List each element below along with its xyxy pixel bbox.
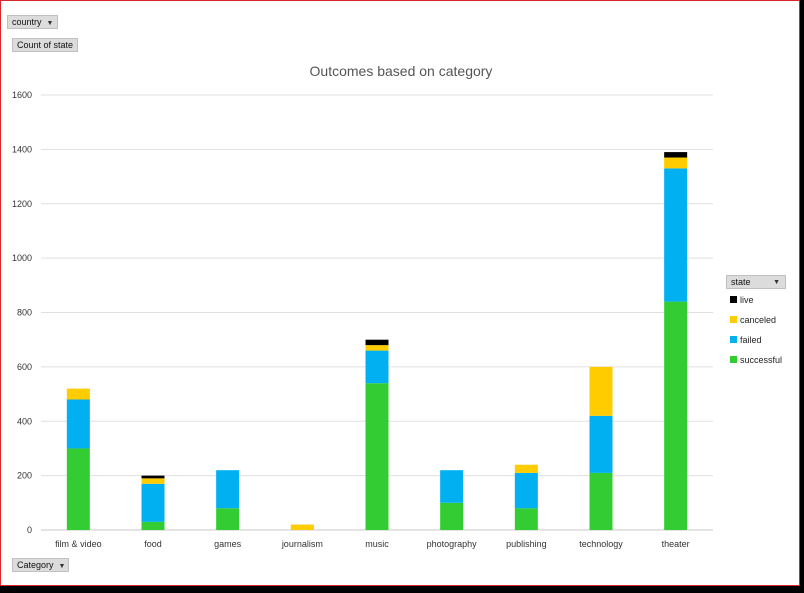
bar-segment-successful (216, 508, 240, 530)
x-tick-label: film & video (55, 539, 102, 549)
legend-item-canceled: canceled (730, 315, 776, 325)
bar-segment-canceled (365, 345, 389, 351)
bar-segment-canceled (514, 464, 538, 473)
legend-item-live: live (730, 295, 754, 305)
bar-segment-successful (141, 521, 165, 530)
y-tick-label: 0 (27, 525, 32, 535)
legend-label: failed (740, 335, 762, 345)
legend-swatch (730, 356, 737, 363)
y-tick-label: 200 (17, 471, 32, 481)
bar-segment-canceled (589, 366, 613, 416)
legend-filter-button[interactable]: state ▼ (726, 275, 786, 289)
legend-label: canceled (740, 315, 777, 325)
bar-segment-successful (66, 448, 90, 530)
bar-segment-canceled (141, 478, 165, 484)
y-tick-label: 800 (17, 308, 32, 318)
legend-filter-label: state (731, 277, 751, 287)
legend-item-failed: failed (730, 335, 762, 345)
x-tick-label: food (144, 539, 162, 549)
category-filter-button[interactable]: Category ▼ (12, 558, 69, 572)
legend-label: successful (740, 355, 783, 365)
category-filter-label: Category (17, 560, 54, 570)
y-tick-label: 1400 (12, 144, 32, 154)
bar-segment-failed (664, 168, 688, 302)
bar-segment-failed (216, 470, 240, 509)
x-tick-label: music (365, 539, 389, 549)
bar-segment-failed (365, 350, 389, 384)
y-tick-label: 1600 (12, 90, 32, 100)
bar-segment-failed (141, 483, 165, 522)
x-tick-label: games (214, 539, 242, 549)
legend-label: live (740, 295, 754, 305)
bar-segment-failed (514, 472, 538, 509)
legend-item-successful: successful (730, 355, 782, 365)
chart-title: Outcomes based on category (309, 63, 493, 79)
bar-segment-canceled (66, 388, 90, 400)
bar-segment-canceled (664, 157, 688, 169)
legend-swatch (730, 316, 737, 323)
bar-segment-successful (664, 301, 688, 530)
x-tick-label: photography (427, 539, 478, 549)
x-tick-label: publishing (506, 539, 547, 549)
bar-segment-successful (440, 502, 464, 530)
bar-segment-live (365, 339, 389, 346)
bar-segment-live (664, 152, 688, 158)
country-filter-button[interactable]: country ▼ (7, 15, 58, 29)
y-tick-label: 600 (17, 362, 32, 372)
dropdown-arrow-icon: ▼ (58, 563, 66, 570)
value-field-button[interactable]: Count of state (12, 38, 78, 52)
legend-swatch (730, 336, 737, 343)
dropdown-arrow-icon: ▼ (46, 20, 54, 27)
bar-segment-failed (589, 415, 613, 473)
x-tick-label: journalism (281, 539, 323, 549)
x-tick-label: technology (579, 539, 623, 549)
bar-segment-failed (66, 399, 90, 449)
x-tick-label: theater (662, 539, 690, 549)
y-tick-label: 400 (17, 416, 32, 426)
bar-segment-successful (365, 383, 389, 530)
legend-swatch (730, 296, 737, 303)
bar-segment-canceled (290, 524, 314, 530)
dropdown-arrow-icon: ▼ (773, 279, 780, 286)
bar-segment-failed (440, 470, 464, 503)
country-filter-label: country (12, 17, 42, 27)
y-tick-label: 1200 (12, 199, 32, 209)
bar-segment-successful (589, 472, 613, 530)
bar-segment-live (141, 475, 165, 479)
value-field-label: Count of state (17, 40, 74, 50)
bar-segment-successful (514, 508, 538, 530)
y-tick-label: 1000 (12, 253, 32, 263)
